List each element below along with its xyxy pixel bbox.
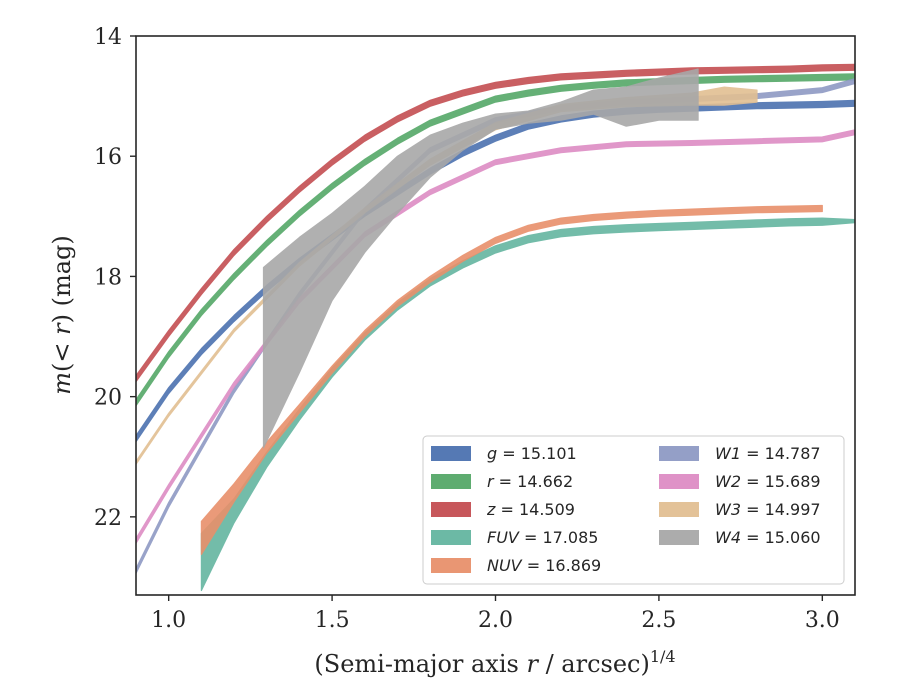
legend-swatch-nuv [431, 558, 471, 573]
y-tick-label: 18 [94, 265, 122, 290]
legend-swatch-g [431, 446, 471, 461]
series-nuv-band [200, 204, 823, 555]
legend-swatch-w2 [659, 474, 699, 489]
legend-swatch-fuv [431, 530, 471, 545]
legend-label-z: z = 14.509 [486, 500, 575, 519]
x-tick-label: 2.5 [641, 608, 676, 633]
y-axis: 14 16 18 20 22 [94, 25, 136, 531]
series-z-band [136, 63, 855, 383]
legend-swatch-w1 [659, 446, 699, 461]
legend-label-fuv: FUV = 17.085 [487, 528, 598, 547]
legend-label-r: r = 14.662 [487, 472, 573, 491]
x-axis-title: (Semi-major axis r / arcsec)1/4 [314, 647, 675, 678]
x-tick-label: 3.0 [805, 608, 840, 633]
series-w4-band [262, 68, 699, 449]
legend-swatch-w3 [659, 502, 699, 517]
legend-swatch-z [431, 502, 471, 517]
x-tick-label: 1.0 [151, 608, 186, 633]
y-tick-label: 20 [94, 386, 122, 411]
y-tick-label: 16 [94, 145, 122, 170]
series-r-band [136, 73, 855, 407]
x-axis: 1.0 1.5 2.0 2.5 3.0 [151, 595, 840, 633]
legend-label-w4: W4 = 15.060 [715, 528, 821, 547]
legend-label-w2: W2 = 15.689 [715, 472, 821, 491]
legend: g = 15.101 r = 14.662 z = 14.509 FUV = 17.0… [422, 435, 845, 585]
x-tick-label: 1.5 [315, 608, 350, 633]
y-tick-label: 14 [94, 25, 122, 50]
legend-label-w3: W3 = 14.997 [715, 500, 821, 519]
x-tick-label: 2.0 [478, 608, 513, 633]
x-axis-title-exponent: 1/4 [650, 647, 676, 666]
legend-swatch-r [431, 474, 471, 489]
x-axis-title-main: (Semi-major axis [314, 650, 526, 678]
legend-label-g: g = 15.101 [487, 444, 577, 463]
legend-label-nuv: NUV = 16.869 [487, 556, 601, 575]
y-tick-label: 22 [94, 506, 122, 531]
legend-swatch-w4 [659, 530, 699, 545]
series-layer [136, 63, 855, 592]
y-axis-title: m(< r) (mag) [48, 235, 76, 395]
x-axis-title-var: r [526, 650, 539, 678]
legend-box [422, 435, 845, 585]
series-g-band [136, 99, 855, 443]
legend-label-w1: W1 = 14.787 [715, 444, 821, 463]
